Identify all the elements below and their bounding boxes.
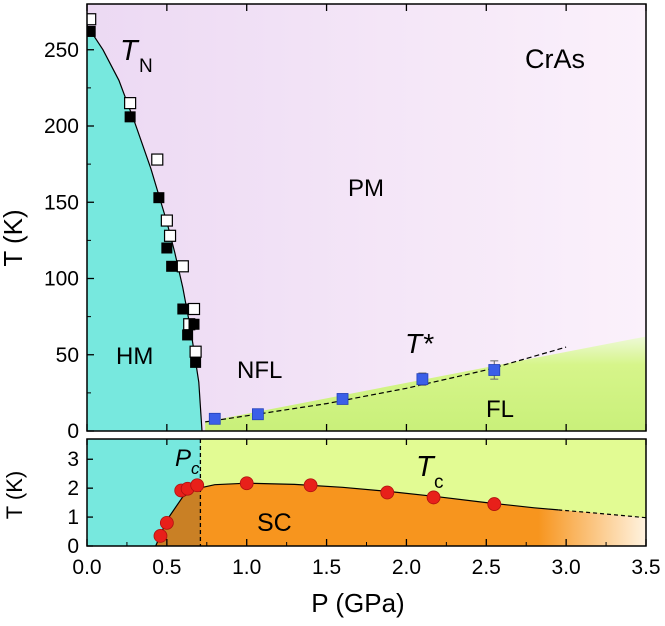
lower-y-tick-label: 1: [67, 506, 79, 529]
lower-ylabel: T (K): [2, 471, 27, 519]
tstar-marker: [416, 373, 429, 386]
tn-open-marker: [124, 97, 137, 110]
tn-open-marker: [189, 345, 202, 358]
x-tick-label: 2.0: [392, 556, 421, 579]
pm-label: PM: [348, 175, 384, 202]
tc-subscript: c: [434, 472, 444, 493]
tn-filled-marker: [166, 260, 178, 272]
lower-ticks: 0 1 2 3 0.0 0.5 1.0 1.5 2.0 2.5 3.0 3.5: [67, 439, 661, 579]
tstar-marker: [208, 412, 221, 425]
tn-open-marker: [87, 13, 97, 26]
lower-y-tick-label: 0: [67, 535, 79, 558]
x-tick-label: 0.0: [72, 556, 101, 579]
tn-filled-marker: [177, 303, 189, 315]
lower-y-tick-label: 2: [67, 477, 79, 500]
tn-filled-marker: [153, 192, 165, 204]
upper-frame: [86, 3, 647, 432]
upper-y-tick-label: 0: [67, 420, 79, 443]
tn-filled-marker: [190, 356, 202, 368]
x-tick-label: 0.5: [152, 556, 181, 579]
x-tick-label: 3.5: [631, 556, 660, 579]
sc-label: SC: [257, 509, 292, 537]
sc-overlap-region: [155, 487, 201, 546]
fl-label: FL: [486, 396, 514, 423]
tc-extrapolation: [558, 509, 646, 519]
lower-y-tick-label: 3: [67, 448, 79, 471]
upper-y-tick-label: 50: [56, 344, 79, 367]
tn-label: T: [120, 35, 140, 67]
tc-marker: [159, 515, 174, 530]
tn-open-marker: [187, 302, 201, 316]
upper-panel: 0 50 100 150 200 250 CrAs PM HM NFL FL T N T*…: [0, 3, 647, 443]
title-label: CrAs: [525, 44, 585, 74]
tn-filled-marker: [161, 242, 173, 254]
tc-marker: [153, 528, 168, 543]
upper-markers: [87, 13, 501, 425]
nfl-label: NFL: [237, 357, 282, 384]
pc-subscript: c: [191, 459, 200, 478]
tc-label: T: [416, 451, 436, 483]
x-tick-label: 1.0: [232, 556, 261, 579]
lower-markers: [153, 476, 502, 543]
tn-open-marker: [176, 260, 189, 273]
tstar-label: T*: [405, 328, 434, 359]
tn-open-marker: [163, 229, 177, 242]
hm-region: [87, 4, 202, 431]
tc-marker: [190, 478, 205, 493]
x-tick-label: 2.5: [472, 556, 501, 579]
upper-ticks: 0 50 100 150 200 250: [44, 4, 647, 443]
tn-filled-marker: [182, 329, 194, 341]
tn-open-marker: [160, 214, 173, 227]
hm-label: HM: [116, 343, 153, 370]
tn-open-marker: [151, 153, 164, 166]
tstar-marker: [336, 393, 349, 405]
tn-filled-marker: [124, 111, 136, 123]
tc-marker: [303, 478, 318, 493]
upper-y-tick-label: 150: [44, 191, 79, 214]
upper-y-tick-label: 100: [44, 268, 79, 291]
tc-marker: [380, 485, 395, 500]
sc-region: [155, 483, 646, 546]
x-tick-label: 3.0: [552, 556, 581, 579]
tstar-marker: [251, 408, 264, 421]
tc-marker: [487, 497, 502, 511]
upper-y-tick-label: 250: [44, 39, 79, 62]
tn-subscript: N: [139, 56, 153, 77]
tstar-marker: [488, 364, 501, 376]
x-axis-label: P (GPa): [311, 588, 404, 618]
pc-label: P: [175, 445, 191, 472]
tn-filled-marker: [87, 25, 96, 37]
upper-y-tick-label: 200: [44, 115, 79, 138]
tn-filled-marker: [188, 318, 200, 330]
tc-marker: [239, 476, 254, 491]
x-tick-label: 1.5: [312, 556, 341, 579]
upper-ylabel: T (K): [0, 209, 28, 266]
tc-marker: [426, 490, 441, 505]
